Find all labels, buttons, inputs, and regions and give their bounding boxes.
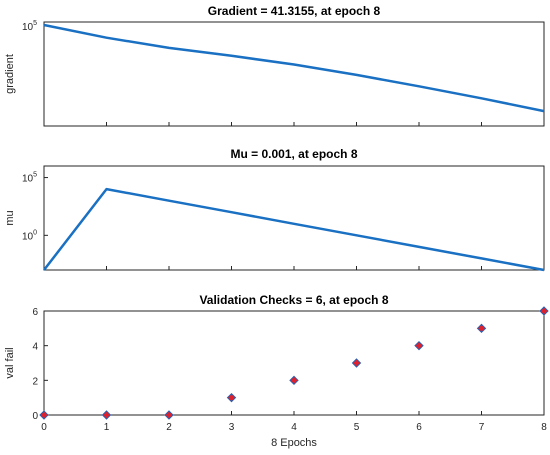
gradient-panel: Gradient = 41.3155, at epoch 8 gradient … — [4, 4, 545, 127]
validation-ytick-label: 6 — [32, 307, 38, 318]
gradient-ytick-label: 105 — [22, 20, 37, 33]
validation-ytick-label: 0 — [32, 411, 38, 422]
validation-data-point — [289, 375, 299, 386]
validation-data-point — [226, 392, 237, 403]
validation-xtick-label: 3 — [229, 422, 235, 433]
mu-ytick-label: 100 — [22, 229, 37, 242]
validation-xtick-label: 4 — [291, 422, 297, 433]
validation-xtick-label: 1 — [104, 422, 110, 433]
validation-xtick-label: 5 — [354, 422, 360, 433]
gradient-xtick-marks — [43, 122, 545, 126]
validation-data-point — [539, 306, 549, 316]
validation-data-point — [164, 410, 174, 420]
mu-plot-area — [43, 165, 545, 271]
validation-xtick-label: 2 — [166, 422, 172, 433]
mu-title: Mu = 0.001, at epoch 8 — [230, 147, 357, 161]
validation-xtick-label: 0 — [41, 422, 47, 433]
validation-ytick-label: 2 — [32, 376, 38, 387]
validation-data-point — [414, 340, 424, 351]
gradient-plot-area — [43, 21, 545, 127]
validation-ylabel: val fail — [4, 347, 16, 378]
validation-markers — [39, 306, 549, 420]
mu-ytick-label: 105 — [22, 172, 37, 185]
validation-data-point — [351, 358, 362, 368]
validation-ytick-label: 4 — [32, 342, 38, 353]
validation-data-point — [476, 323, 487, 334]
validation-plot-area — [43, 310, 545, 416]
mu-panel: Mu = 0.001, at epoch 8 mu 105 100 — [4, 147, 545, 272]
validation-xtick-label: 6 — [416, 422, 422, 433]
validation-xtick-label: 7 — [479, 422, 485, 433]
validation-title: Validation Checks = 6, at epoch 8 — [199, 293, 388, 307]
validation-xticks: 0 1 2 3 4 5 6 7 8 — [41, 411, 547, 433]
mu-ylabel: mu — [4, 210, 16, 225]
gradient-series-line — [43, 23, 545, 113]
validation-data-point — [101, 410, 112, 420]
mu-series-line — [43, 187, 545, 272]
gradient-title: Gradient = 41.3155, at epoch 8 — [208, 4, 381, 18]
validation-data-point — [39, 410, 49, 420]
validation-xtick-label: 8 — [541, 422, 547, 433]
validation-panel: Validation Checks = 6, at epoch 8 val fa… — [4, 293, 549, 449]
gradient-ylabel: gradient — [4, 54, 16, 94]
validation-xlabel: 8 Epochs — [271, 437, 317, 449]
